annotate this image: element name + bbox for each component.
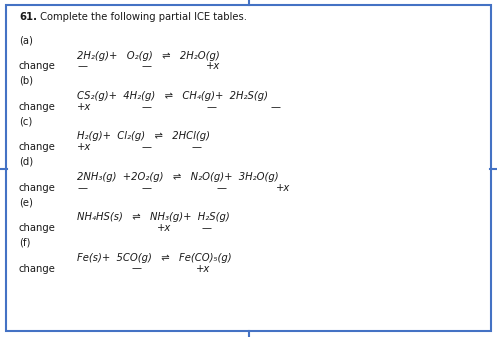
Text: (b): (b) (19, 76, 33, 86)
Text: CS₂(g)+  4H₂(g)   ⇌   CH₄(g)+  2H₂S(g): CS₂(g)+ 4H₂(g) ⇌ CH₄(g)+ 2H₂S(g) (77, 91, 268, 101)
Text: +x: +x (77, 142, 91, 152)
Text: —: — (191, 142, 201, 152)
Text: +x: +x (206, 61, 221, 71)
Text: —: — (206, 102, 216, 112)
Text: 2H₂(g)+   O₂(g)   ⇌   2H₂O(g): 2H₂(g)+ O₂(g) ⇌ 2H₂O(g) (77, 51, 220, 61)
Text: (f): (f) (19, 238, 30, 248)
Text: change: change (19, 102, 56, 112)
Text: (c): (c) (19, 116, 32, 126)
Text: 61.: 61. (19, 12, 37, 22)
Text: —: — (201, 223, 211, 233)
Text: —: — (142, 61, 152, 71)
Text: —: — (271, 102, 281, 112)
Text: —: — (77, 61, 87, 71)
Text: +x: +x (157, 223, 171, 233)
Text: —: — (142, 183, 152, 193)
Text: H₂(g)+  Cl₂(g)   ⇌   2HCl(g): H₂(g)+ Cl₂(g) ⇌ 2HCl(g) (77, 131, 210, 142)
Text: NH₄HS(s)   ⇌   NH₃(g)+  H₂S(g): NH₄HS(s) ⇌ NH₃(g)+ H₂S(g) (77, 212, 230, 222)
Text: (e): (e) (19, 197, 33, 207)
Text: Complete the following partial ICE tables.: Complete the following partial ICE table… (37, 12, 248, 22)
Text: change: change (19, 142, 56, 152)
Text: —: — (142, 102, 152, 112)
Text: (d): (d) (19, 157, 33, 167)
Text: —: — (77, 183, 87, 193)
Text: change: change (19, 264, 56, 274)
Text: change: change (19, 223, 56, 233)
Text: 2NH₃(g)  +2O₂(g)   ⇌   N₂O(g)+  3H₂O(g): 2NH₃(g) +2O₂(g) ⇌ N₂O(g)+ 3H₂O(g) (77, 172, 279, 182)
Text: Fe(s)+  5CO(g)   ⇌   Fe(CO)₅(g): Fe(s)+ 5CO(g) ⇌ Fe(CO)₅(g) (77, 253, 232, 263)
Text: +x: +x (77, 102, 91, 112)
Text: change: change (19, 183, 56, 193)
Text: —: — (132, 264, 142, 274)
Text: change: change (19, 61, 56, 71)
Text: +x: +x (276, 183, 290, 193)
Text: —: — (216, 183, 226, 193)
Text: (a): (a) (19, 35, 33, 45)
Text: —: — (142, 142, 152, 152)
Text: +x: +x (196, 264, 211, 274)
